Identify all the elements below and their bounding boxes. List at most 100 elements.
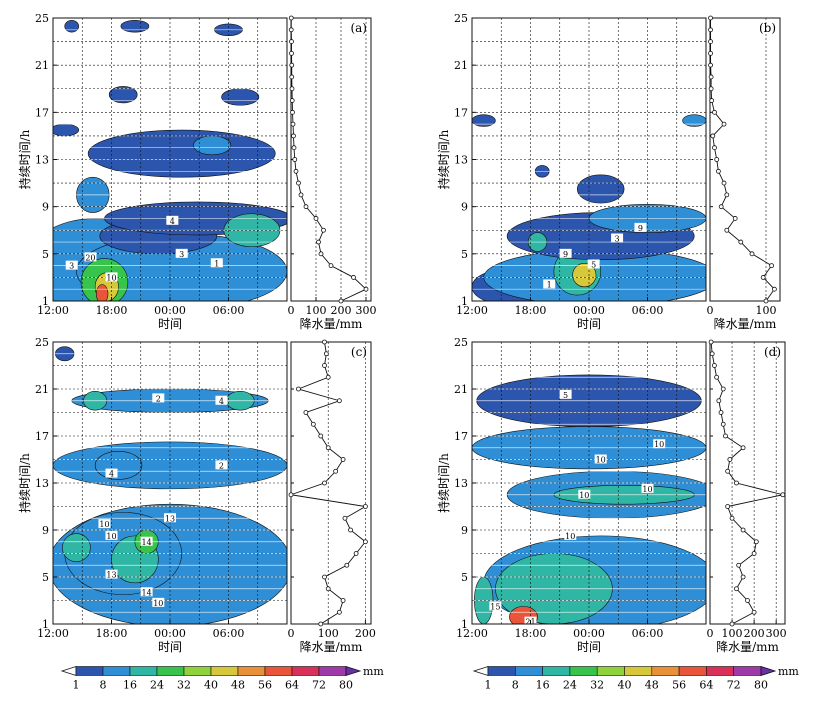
y-tick-label: 17 <box>454 106 468 119</box>
y-tick-label: 5 <box>42 571 49 584</box>
grid <box>53 342 287 624</box>
x-tick-label: 12:00 <box>456 627 488 640</box>
grid <box>53 18 287 301</box>
colorbar-tick-label: 56 <box>258 679 272 692</box>
y-tick-label: 1 <box>42 618 49 631</box>
side-point <box>724 227 730 233</box>
colorbar-swatch <box>75 666 104 676</box>
side-point <box>303 410 309 415</box>
contour-label: 14 <box>142 538 152 547</box>
side-point <box>708 27 713 33</box>
side-point <box>338 298 344 304</box>
side-point <box>323 351 329 357</box>
contour-label-bg <box>578 489 591 499</box>
colorbar-swatch <box>624 666 653 676</box>
colorbar-unit: mm <box>363 665 384 678</box>
y-tick-label: 25 <box>35 336 49 349</box>
panel-tag: (d) <box>764 345 781 359</box>
grid <box>472 342 706 624</box>
side-point <box>340 598 346 603</box>
contour-label-bg <box>175 248 188 258</box>
colorbar-tick-label: 64 <box>699 679 713 692</box>
contour-cell-11 <box>87 129 276 178</box>
side-point <box>763 298 769 304</box>
y-tick-label: 25 <box>35 12 49 25</box>
side-point <box>740 527 746 533</box>
side-point <box>745 598 750 603</box>
y-tick-label: 13 <box>454 477 468 490</box>
side-frame <box>709 17 781 302</box>
contour-label-bg <box>210 258 223 268</box>
side-point <box>725 504 731 509</box>
side-point <box>720 386 726 392</box>
side-point <box>298 192 304 198</box>
colorbar-tick-label: 32 <box>177 679 191 692</box>
side-tick-label: 300 <box>766 627 787 640</box>
side-point <box>736 562 742 568</box>
side-point <box>729 621 735 627</box>
side-point <box>712 363 717 368</box>
contour-label: 10 <box>579 491 589 500</box>
x-tick-label: 00:00 <box>573 627 605 640</box>
side-point <box>708 86 714 92</box>
contour-label-bg <box>634 222 647 232</box>
grid <box>472 18 706 301</box>
side-point <box>716 168 721 174</box>
side-point <box>709 98 715 103</box>
colorbar-swatch <box>264 666 293 676</box>
side-point <box>322 574 327 580</box>
side-point <box>321 227 326 233</box>
y-tick-label: 5 <box>461 571 468 584</box>
side-point <box>290 109 295 115</box>
side-tick-label: 200 <box>331 304 352 317</box>
side-point <box>721 180 727 186</box>
side-tick-label: 200 <box>355 627 376 640</box>
side-tick-label: 100 <box>318 627 339 640</box>
side-point <box>760 275 766 280</box>
colorbar-tick-label: 16 <box>123 679 137 692</box>
colorbar-swatch <box>237 666 266 676</box>
colorbar-tick-label: 56 <box>672 679 686 692</box>
colorbar-tick-label: 72 <box>312 679 326 692</box>
contour-label-bg <box>105 530 118 540</box>
contour-label: 3 <box>615 235 620 244</box>
colorbar-swatch <box>733 666 762 676</box>
side-point <box>734 480 739 486</box>
colorbar-swatch <box>596 666 625 676</box>
contour-cell-14 <box>221 88 260 106</box>
side-point <box>712 109 717 115</box>
contour-label: 15 <box>490 602 500 611</box>
x-axis-label: 时间 <box>577 640 601 654</box>
y-tick-label: 17 <box>454 430 468 443</box>
x-tick-label: 12:00 <box>456 304 488 317</box>
side-point <box>291 133 296 139</box>
contour-label-bg <box>152 393 165 403</box>
side-point <box>769 263 774 269</box>
contour-label: 2 <box>156 394 161 403</box>
contour-label-bg <box>653 439 666 449</box>
side-point <box>289 39 294 44</box>
contour-cell-6 <box>95 284 109 301</box>
y-tick-label: 9 <box>42 201 49 214</box>
contour-cell-16 <box>120 20 150 33</box>
contour-label-bg <box>559 248 572 258</box>
panel-tag: (b) <box>759 21 776 35</box>
side-point <box>293 168 299 174</box>
side-point <box>296 180 301 186</box>
side-point <box>296 386 301 392</box>
colorbar-tick-label: 48 <box>645 679 659 692</box>
contour-label: 10 <box>642 485 652 494</box>
colorbar-low-arrow <box>472 665 489 677</box>
side-point <box>288 492 294 498</box>
colorbar-tick-label: 16 <box>536 679 550 692</box>
colorbar-tick-label: 40 <box>204 679 218 692</box>
contour-label-bg <box>594 454 607 464</box>
side-point <box>289 86 295 92</box>
y-tick-label: 1 <box>461 295 468 308</box>
contour-label-bg <box>84 252 97 262</box>
contour-cell-9 <box>472 114 496 127</box>
colorbar-swatch <box>706 666 735 676</box>
